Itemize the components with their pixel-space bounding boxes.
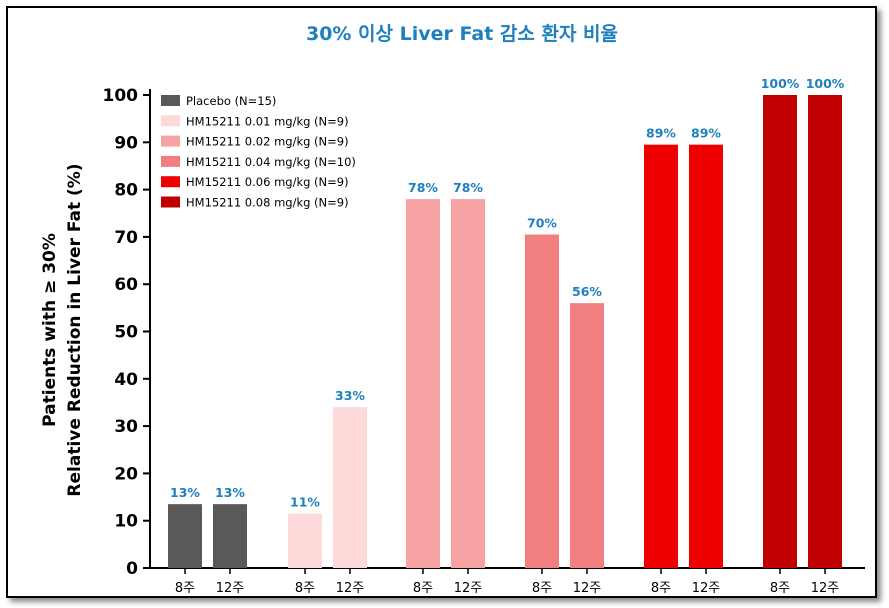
- legend-label: HM15211 0.01 mg/kg (N=9): [186, 114, 349, 128]
- bar: [689, 144, 723, 569]
- x-tick-label: 8주: [651, 581, 671, 596]
- bar: [451, 199, 485, 568]
- y-tick-label: 60: [114, 275, 138, 295]
- y-tick-label: 0: [126, 559, 138, 579]
- legend-label: Placebo (N=15): [186, 94, 276, 108]
- bar: [525, 234, 559, 568]
- legend-label: HM15211 0.04 mg/kg (N=10): [186, 155, 356, 169]
- bar: [570, 303, 604, 568]
- x-tick-label: 12주: [573, 581, 602, 596]
- y-tick-label: 100: [103, 86, 139, 106]
- y-tick-label: 70: [114, 228, 138, 248]
- data-label: 89%: [646, 126, 676, 141]
- data-label: 11%: [290, 495, 320, 510]
- bar: [763, 95, 797, 568]
- bar: [213, 504, 247, 568]
- x-tick-label: 8주: [175, 581, 195, 596]
- x-tick-label: 12주: [216, 581, 245, 596]
- bar: [168, 504, 202, 568]
- y-axis-label-line2: Relative Reduction in Liver Fat (%): [65, 163, 85, 496]
- x-tick-label: 12주: [811, 581, 840, 596]
- x-tick-label: 8주: [295, 581, 315, 596]
- y-tick-label: 80: [114, 181, 138, 201]
- data-label: 78%: [408, 180, 438, 195]
- legend-swatch: [161, 196, 180, 208]
- data-label: 13%: [215, 485, 245, 500]
- y-tick-label: 50: [114, 323, 138, 343]
- data-label: 13%: [170, 485, 200, 500]
- bar: [406, 199, 440, 568]
- y-tick-label: 20: [114, 464, 138, 484]
- data-label: 100%: [761, 76, 800, 91]
- y-axis-label: Patients with ≥ 30% Relative Reduction i…: [40, 163, 85, 496]
- bar: [808, 95, 842, 568]
- x-tick-label: 8주: [770, 581, 790, 596]
- axes: 0 10 20 30 40 50 60 70 80 90 100: [103, 86, 865, 579]
- y-tick-label: 90: [114, 133, 138, 153]
- legend-swatch: [161, 155, 180, 167]
- bar: [288, 513, 322, 568]
- x-tick-label: 8주: [532, 581, 552, 596]
- legend: Placebo (N=15) HM15211 0.01 mg/kg (N=9) HM…: [161, 94, 356, 210]
- y-tick-label: 30: [114, 417, 138, 437]
- data-label: 78%: [453, 180, 483, 195]
- y-axis-label-line1: Patients with ≥ 30%: [40, 233, 60, 427]
- y-tick-label: 40: [114, 370, 138, 390]
- bars: 13% 8주 13% 12주 11% 8주 33% 12주 78% 8주 78% 12주 70% 8주 56…: [168, 76, 845, 596]
- chart-title: 30% 이상 Liver Fat 감소 환자 비율: [306, 23, 618, 45]
- legend-swatch: [161, 176, 180, 188]
- legend-swatch: [161, 135, 180, 147]
- data-label: 89%: [691, 126, 721, 141]
- legend-label: HM15211 0.08 mg/kg (N=9): [186, 196, 349, 210]
- data-label: 100%: [806, 76, 845, 91]
- legend-swatch: [161, 115, 180, 127]
- bar: [644, 144, 678, 569]
- legend-label: HM15211 0.06 mg/kg (N=9): [186, 175, 349, 189]
- x-tick-label: 12주: [454, 581, 483, 596]
- x-tick-label: 12주: [336, 581, 365, 596]
- chart-frame: [6, 6, 877, 598]
- bar: [333, 407, 367, 568]
- legend-label: HM15211 0.02 mg/kg (N=9): [186, 135, 349, 149]
- data-label: 33%: [335, 388, 365, 403]
- x-tick-label: 12주: [692, 581, 721, 596]
- x-tick-label: 8주: [413, 581, 433, 596]
- data-label: 70%: [527, 216, 557, 231]
- legend-swatch: [161, 95, 180, 106]
- data-label: 56%: [572, 284, 602, 299]
- y-tick-label: 10: [114, 512, 138, 532]
